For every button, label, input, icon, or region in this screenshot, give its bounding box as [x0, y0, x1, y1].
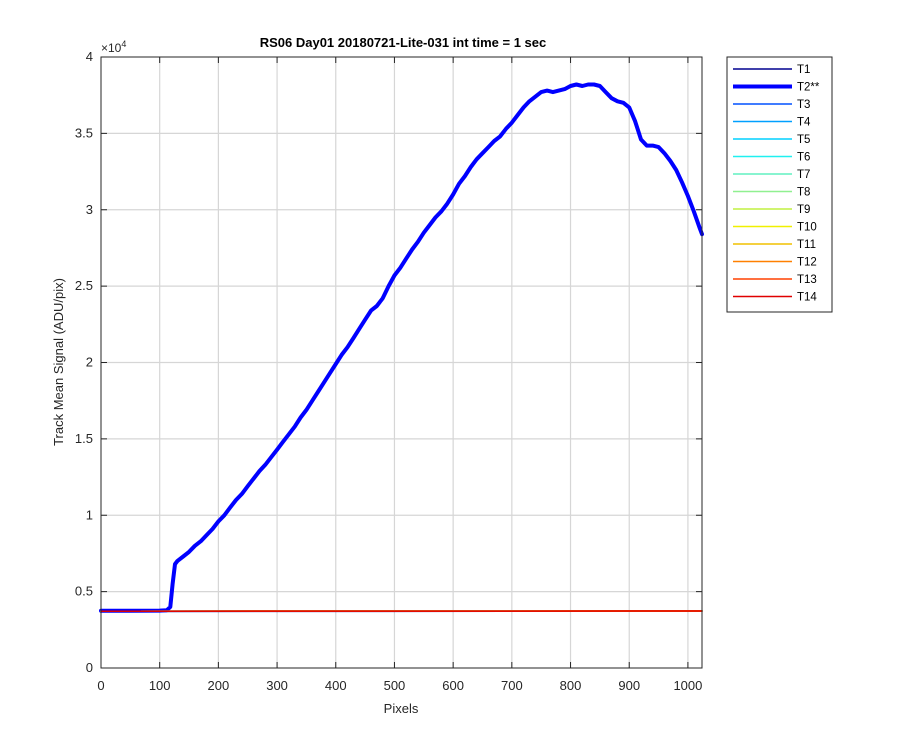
y-tick-label: 2.5 [75, 278, 93, 293]
x-tick-label: 800 [560, 678, 582, 693]
y-axis-ticks: 0 0.5 1 1.5 2 2.5 3 3.5 4 [75, 49, 702, 675]
legend-label: T10 [797, 222, 817, 234]
y-tick-label: 0.5 [75, 584, 93, 599]
x-tick-label: 100 [149, 678, 171, 693]
legend-box [726, 56, 833, 313]
legend-label: T6 [797, 152, 810, 164]
legend-item: T11 [733, 239, 816, 251]
x-axis-label: Pixels [384, 701, 419, 716]
x-tick-label: 900 [618, 678, 640, 693]
chart-title: RS06 Day01 20180721-Lite-031 int time = … [260, 35, 547, 50]
plot-area: 0 100 200 300 400 500 600 700 800 900 1000 0 0.5 1 1.… [75, 49, 704, 693]
x-tick-label: 500 [384, 678, 406, 693]
x-tick-label: 300 [266, 678, 288, 693]
series-line [99, 82, 704, 613]
x-tick-label: 700 [501, 678, 523, 693]
x-tick-label: 0 [97, 678, 104, 693]
legend-item: T1 [733, 64, 810, 76]
legend-item: T12 [733, 257, 817, 269]
legend-label: T3 [797, 99, 810, 111]
legend-label: T9 [797, 204, 810, 216]
x-axis-ticks: 0 100 200 300 400 500 600 700 800 900 1000 [97, 57, 702, 693]
y-tick-label: 1 [86, 507, 93, 522]
legend-item: T3 [733, 99, 810, 111]
grid-lines [101, 57, 702, 668]
legend-label: T12 [797, 257, 817, 269]
legend-label: T2** [797, 82, 820, 94]
x-tick-label: 1000 [673, 678, 702, 693]
legend-item: T2** [733, 82, 820, 94]
legend-label: T5 [797, 134, 810, 146]
y-tick-label: 3 [86, 202, 93, 217]
series-lines [99, 82, 704, 613]
y-tick-label: 0 [86, 660, 93, 675]
legend-label: T7 [797, 169, 810, 181]
y-exponent-label: ×104 [101, 39, 126, 55]
legend-label: T11 [797, 239, 816, 251]
y-tick-label: 2 [86, 355, 93, 370]
legend-label: T4 [797, 117, 811, 129]
legend-item: T10 [733, 222, 817, 234]
y-tick-label: 1.5 [75, 431, 93, 446]
legend-item: T7 [733, 169, 810, 181]
legend-item: T13 [733, 274, 817, 286]
legend: T1 T2** T3 T4 T5 T6 T7 T8 T9 T10 T11 T12 T13 T14 [726, 56, 833, 313]
legend-label: T1 [797, 64, 810, 76]
x-tick-label: 400 [325, 678, 347, 693]
y-tick-label: 3.5 [75, 125, 93, 140]
legend-label: T8 [797, 187, 810, 199]
y-tick-label: 4 [86, 49, 93, 64]
x-tick-label: 200 [208, 678, 230, 693]
legend-item: T4 [733, 117, 811, 129]
legend-label: T13 [797, 274, 817, 286]
legend-item: T5 [733, 134, 810, 146]
legend-label: T14 [797, 292, 817, 304]
legend-item: T8 [733, 187, 810, 199]
y-axis-label: Track Mean Signal (ADU/pix) [51, 278, 66, 446]
legend-item: T6 [733, 152, 810, 164]
legend-item: T14 [733, 292, 817, 304]
legend-item: T9 [733, 204, 810, 216]
svg-text:×104: ×104 [101, 39, 126, 55]
x-tick-label: 600 [442, 678, 464, 693]
